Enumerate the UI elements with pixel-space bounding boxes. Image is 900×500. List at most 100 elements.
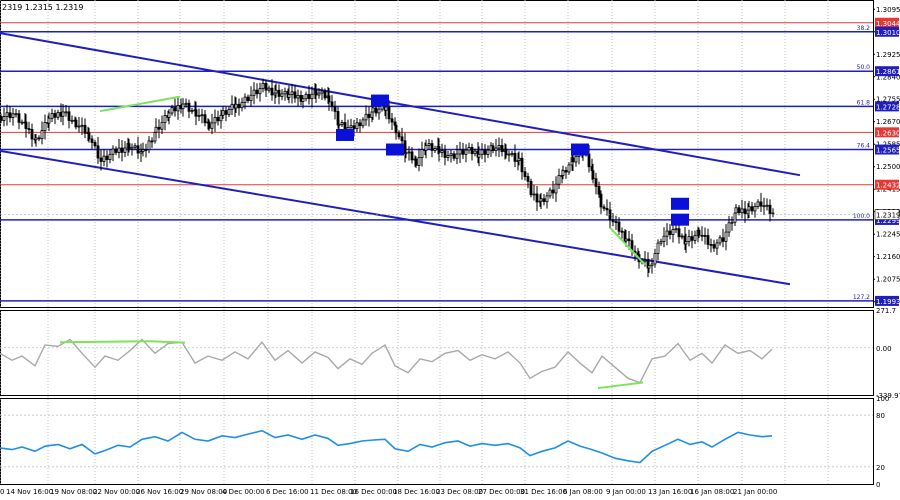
candle-body [90, 138, 94, 143]
price-tick-label: 1.2245 [876, 231, 900, 239]
candle-body [424, 145, 428, 151]
cci-line [0, 338, 773, 384]
candle-body [367, 113, 371, 118]
candle-body [99, 157, 103, 162]
time-tick-label: 6 Dec 16:00 [266, 488, 309, 496]
price-level-tag-label: 1.2630 [876, 129, 900, 137]
candle-body [14, 113, 18, 116]
candle-body [317, 92, 321, 96]
candle-body [358, 122, 362, 127]
cci-tick-label: -339.978 [876, 392, 900, 400]
price-level-tag-label: 1.2861 [876, 68, 900, 76]
candle-body [397, 132, 401, 138]
candle-body [167, 112, 171, 118]
signal-marker [386, 143, 404, 156]
panel-frame [0, 0, 874, 308]
candle-body [400, 136, 404, 142]
candle-body [173, 107, 177, 112]
candle-body [523, 171, 527, 177]
time-tick-label: 0 [0, 488, 4, 496]
time-tick-label: 29 Nov 08:00 [180, 488, 227, 496]
candle-body [56, 112, 60, 118]
candle-body [765, 204, 769, 207]
candle-body [384, 106, 388, 111]
candle-body [574, 156, 578, 163]
candle-body [737, 207, 741, 214]
candle-body [690, 236, 694, 241]
candle-body [240, 102, 244, 109]
candle-body [473, 150, 477, 155]
candle-body [684, 241, 688, 245]
candle-body [430, 143, 434, 151]
candle-body [674, 228, 678, 231]
candle-body [30, 129, 34, 140]
candle-body [258, 88, 262, 95]
candle-body [37, 137, 41, 140]
time-tick-label: 31 Dec 16:00 [520, 488, 567, 496]
candle-body [554, 183, 558, 194]
cci-panel[interactable] [0, 338, 873, 390]
candle-body [184, 102, 188, 105]
candle-body [407, 151, 411, 154]
candle-body [349, 125, 353, 128]
time-tick-label: 13 Jan 16:00 [648, 488, 692, 496]
rsi-tick-label: 20 [876, 464, 885, 472]
candle-body [703, 235, 707, 237]
candle-body [517, 157, 521, 162]
candle-body [50, 113, 54, 119]
candle-body [653, 253, 657, 265]
candle-body [771, 212, 775, 215]
time-tick-label: 27 Dec 00:00 [478, 488, 525, 496]
candle-body [420, 149, 424, 158]
price-level-tag [875, 144, 899, 155]
rsi-panel[interactable] [0, 414, 873, 468]
candle-body [355, 122, 359, 130]
candle-body [680, 235, 684, 238]
candle-body [194, 109, 198, 117]
price-panel[interactable]: 38.2 50.0 61.8 76.4 100.0 127.2 [0, 22, 873, 302]
candle-body [535, 193, 539, 203]
candle-body [614, 221, 618, 223]
candle-body [64, 111, 68, 114]
signal-marker [671, 197, 689, 210]
candle-body [293, 91, 297, 99]
candle-body [43, 122, 47, 131]
signal-marker [371, 94, 389, 107]
candle-body [461, 149, 465, 155]
candle-body [753, 206, 757, 212]
candle-body [5, 112, 9, 117]
candle-body [677, 228, 681, 238]
candle-body [127, 143, 131, 150]
candle-body [364, 113, 368, 121]
candle-body [480, 149, 484, 155]
candle-body [154, 126, 158, 133]
price-level-tag [875, 295, 899, 306]
candle-body [687, 236, 691, 243]
time-tick-label: 14 Nov 16:00 [6, 488, 53, 496]
candle-body [53, 113, 57, 118]
candle-body [539, 198, 543, 202]
candle-body [564, 170, 568, 173]
time-tick-label: 26 Nov 16:00 [136, 488, 183, 496]
candle-body [446, 155, 450, 158]
candle-body [150, 140, 154, 143]
candle-body [721, 237, 725, 242]
candle-body [96, 145, 100, 159]
candle-body [643, 259, 647, 262]
candle-body [404, 152, 408, 155]
candle-body [532, 193, 536, 196]
time-tick-label: 11 Dec 08:00 [310, 488, 357, 496]
price-level-tag-label: 1.2299 [876, 217, 900, 225]
price-level-tag-label: 1.2565 [876, 147, 900, 155]
candle-body [443, 150, 447, 158]
candle-body [709, 244, 713, 246]
time-tick-label: 21 Jan 00:00 [733, 488, 777, 496]
candle-body [390, 118, 394, 123]
candle-body [307, 93, 311, 100]
candle-body [170, 107, 174, 114]
candle-body [333, 106, 337, 112]
candle-body [147, 140, 151, 150]
candle-body [548, 189, 552, 197]
candle-body [467, 147, 471, 151]
